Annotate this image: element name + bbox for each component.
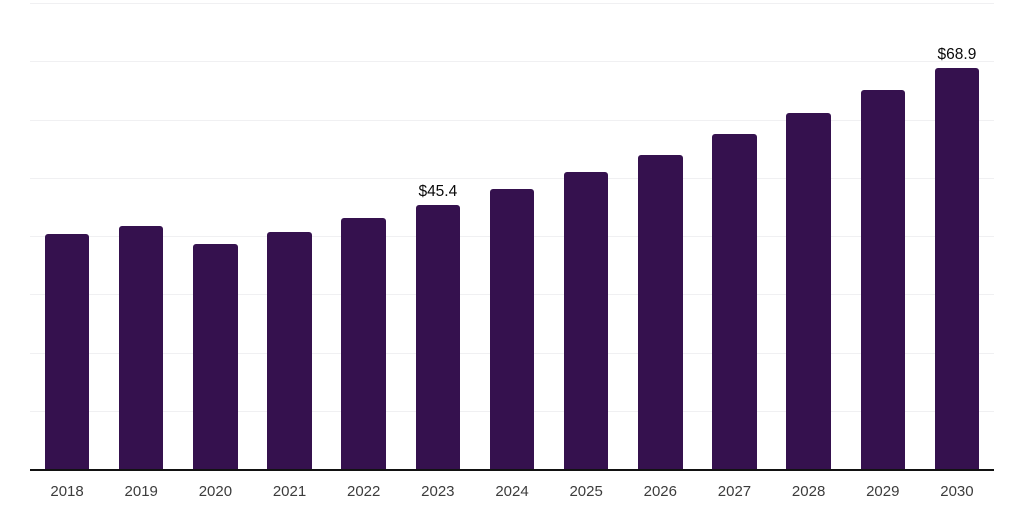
bar-2027[interactable]: [712, 134, 757, 469]
gridline-80: [30, 3, 994, 4]
x-axis-label-2023: 2023: [421, 483, 455, 500]
bar-2018[interactable]: [44, 234, 90, 469]
bar-2021[interactable]: [267, 231, 312, 469]
bar-2024[interactable]: [489, 189, 535, 469]
x-axis-label-2024: 2024: [495, 483, 529, 500]
x-axis-line: [30, 469, 994, 471]
gridline-50: [30, 177, 994, 179]
bar-2030[interactable]: [934, 67, 980, 469]
bar-2029[interactable]: [860, 89, 906, 469]
bar-2028[interactable]: [786, 113, 831, 469]
bar-2020[interactable]: [193, 244, 238, 469]
gridline-60: [30, 119, 994, 121]
x-axis-label-2019: 2019: [124, 483, 158, 500]
bar-2019[interactable]: [118, 225, 164, 469]
x-axis-label-2025: 2025: [569, 483, 603, 500]
bar-2025[interactable]: [563, 171, 609, 469]
x-axis-label-2029: 2029: [866, 483, 900, 500]
x-axis-label-2021: 2021: [272, 483, 307, 500]
bar-2023[interactable]: [415, 204, 461, 469]
bar-value-label-2023: $45.4: [418, 182, 458, 200]
x-axis-label-2028: 2028: [791, 483, 826, 500]
x-axis-label-2020: 2020: [198, 483, 233, 500]
bar-2026[interactable]: [638, 155, 683, 469]
x-axis-label-2018: 2018: [50, 483, 84, 500]
bar-value-label-2030: $68.9: [937, 45, 977, 63]
x-axis-label-2030: 2030: [940, 483, 974, 500]
x-axis-label-2022: 2022: [347, 483, 381, 500]
x-axis-label-2027: 2027: [717, 483, 752, 500]
bar-2022[interactable]: [341, 217, 386, 469]
x-axis-label-2026: 2026: [643, 483, 677, 500]
gridline-70: [30, 61, 994, 63]
